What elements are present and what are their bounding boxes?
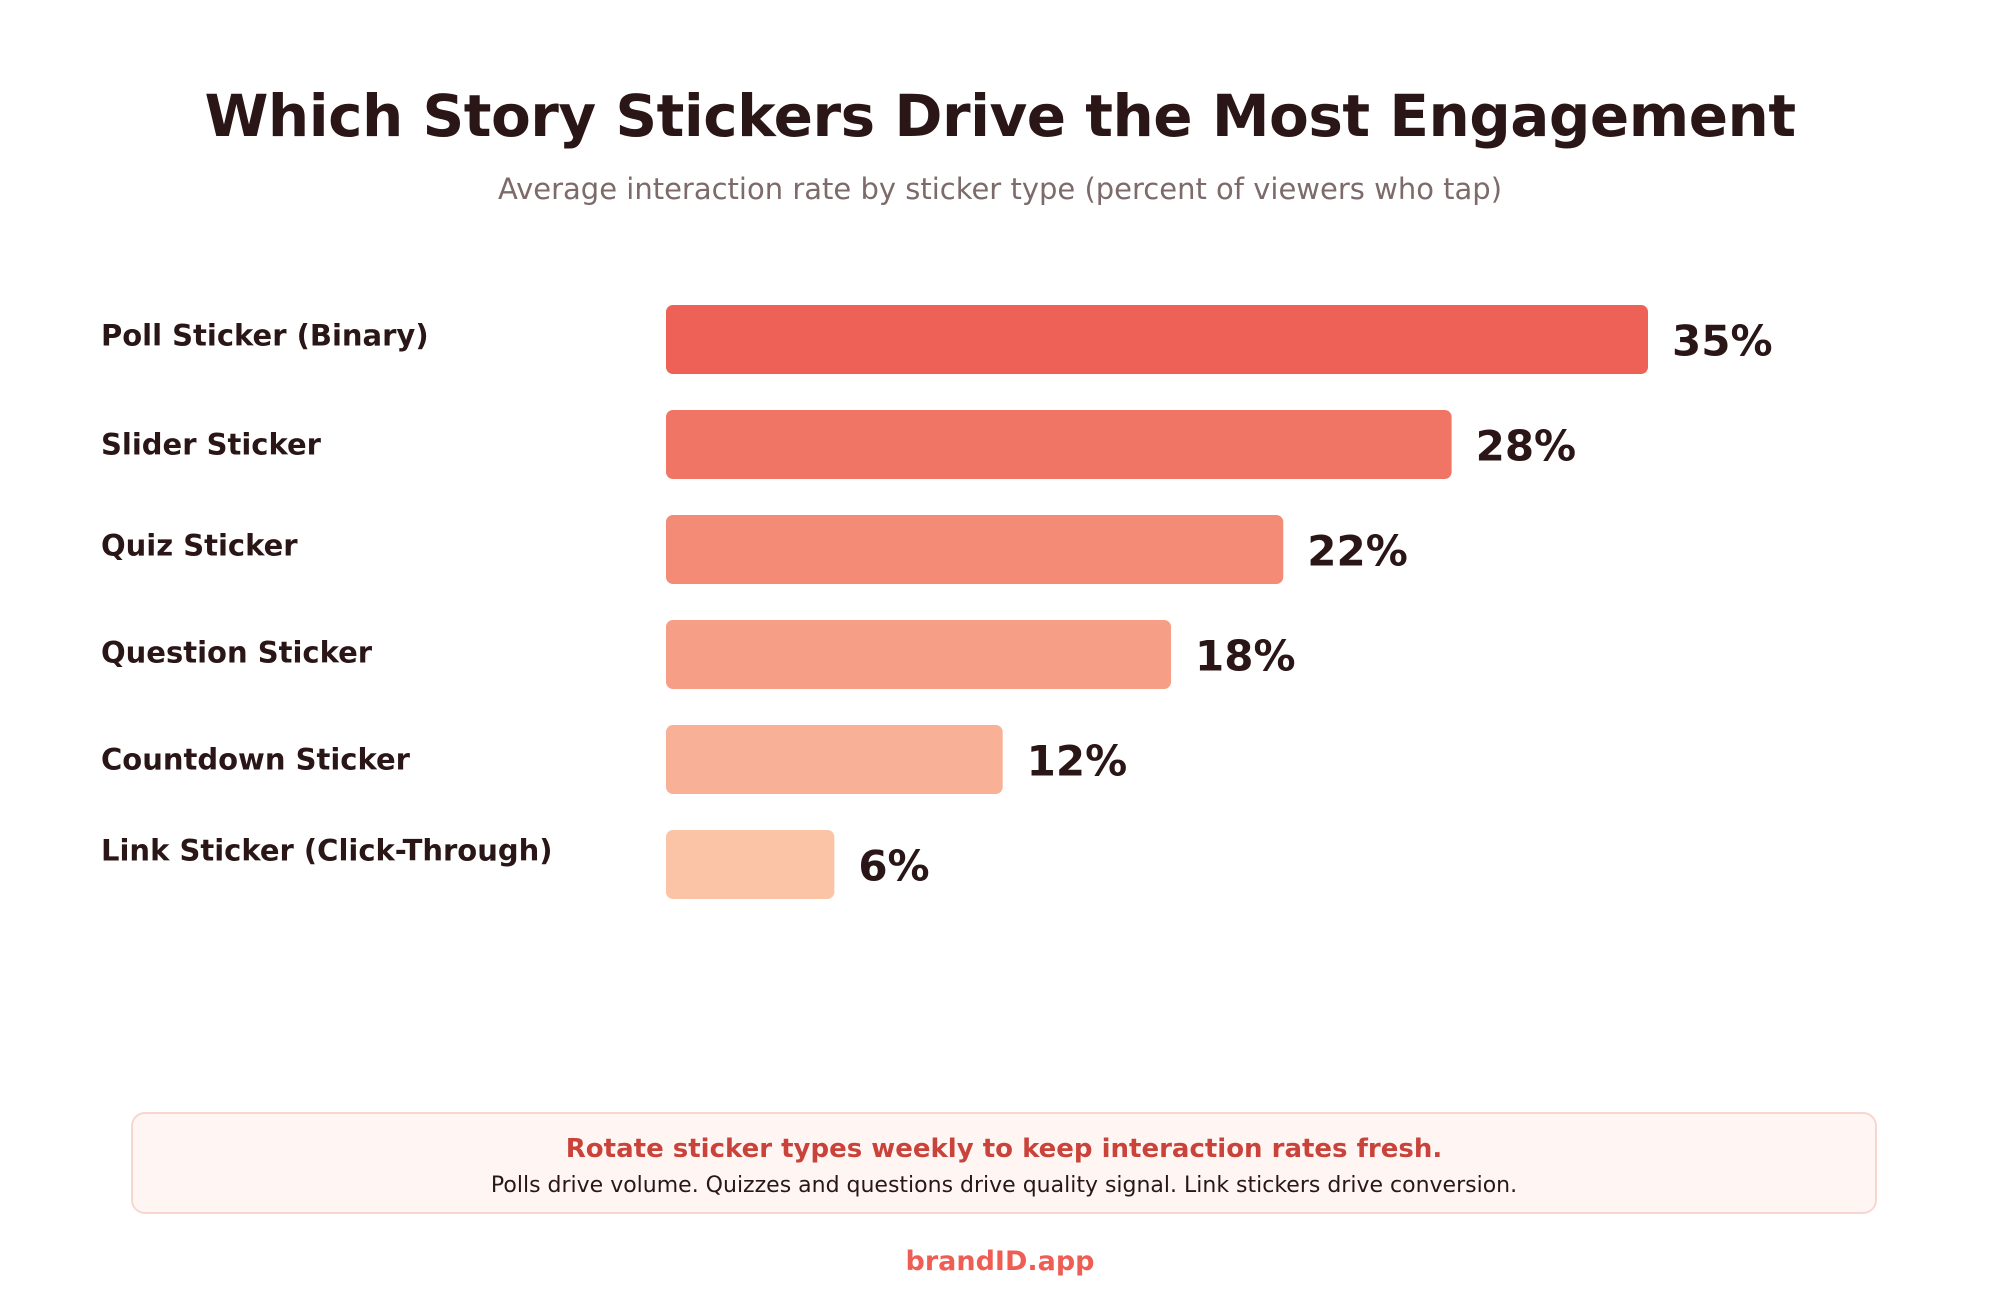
bar [666,620,1172,689]
bar [666,410,1452,479]
chart-subtitle: Average interaction rate by sticker type… [497,172,1503,206]
category-label: Countdown Sticker [101,743,411,777]
value-label: 12% [1027,737,1128,786]
category-label: Quiz Sticker [101,529,298,563]
tip-callout: Rotate sticker types weekly to keep inte… [131,1112,1877,1214]
value-label: 22% [1307,527,1408,576]
value-label: 18% [1195,632,1296,681]
category-label: Question Sticker [101,636,373,670]
category-label: Slider Sticker [101,428,322,462]
callout-body: Polls drive volume. Quizzes and question… [490,1173,1518,1199]
callout-headline: Rotate sticker types weekly to keep inte… [565,1134,1443,1164]
bar [666,515,1284,584]
category-label: Poll Sticker (Binary) [101,319,429,353]
bar-chart: Poll Sticker (Binary) 35% Slider Sticker 28… [101,305,1773,899]
chart-title: Which Story Stickers Drive the Most Enga… [204,82,1796,150]
value-label: 6% [858,842,929,891]
category-label: Link Sticker (Click-Through) [101,834,553,868]
value-label: 28% [1476,422,1577,471]
value-label: 35% [1672,317,1773,366]
bar [666,725,1003,794]
bar [666,830,835,899]
bar [666,305,1648,374]
brand-footer: brandID.app [905,1246,1095,1277]
